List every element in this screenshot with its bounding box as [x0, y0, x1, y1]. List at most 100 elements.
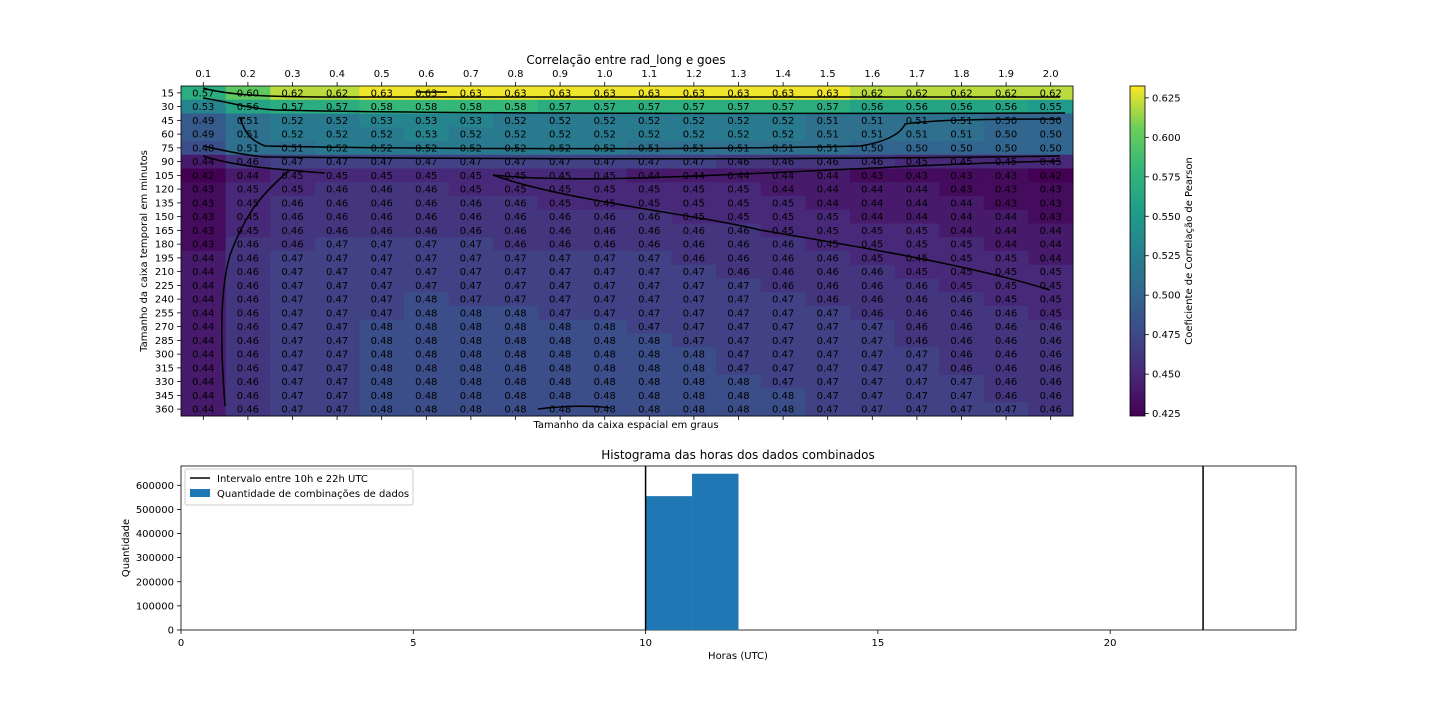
heatmap-cell-label: 0.47	[504, 253, 526, 264]
colorbar-tick-label: 0.525	[1152, 251, 1181, 262]
heatmap-cell-label: 0.45	[1040, 295, 1062, 306]
heatmap-cell-label: 0.47	[460, 281, 482, 292]
heatmap-cell-label: 0.46	[237, 295, 259, 306]
x-tick-label: 1.1	[641, 69, 657, 80]
heatmap-cell-label: 0.46	[995, 350, 1017, 361]
colorbar-label: Coeficiente de Correlação de Pearson	[1184, 157, 1195, 345]
heatmap-cell-label: 0.48	[594, 391, 616, 402]
x-tick-label: 1.2	[686, 69, 702, 80]
heatmap-cell-label: 0.45	[460, 185, 482, 196]
heatmap-cell-label: 0.46	[371, 212, 393, 223]
heatmap-cell-label: 0.47	[683, 336, 705, 347]
hours-histogram: Histograma das horas dos dados combinado…	[121, 448, 1296, 662]
y-tick-label: 15	[161, 88, 174, 99]
heatmap-cell-label: 0.51	[281, 143, 303, 154]
heatmap-cell-label: 0.48	[415, 377, 437, 388]
x-tick-label: 0.5	[374, 69, 390, 80]
heatmap-cell-label: 0.48	[460, 391, 482, 402]
heatmap-cell-label: 0.48	[683, 350, 705, 361]
colorbar-tick-label: 0.500	[1152, 291, 1181, 302]
heatmap-cell-label: 0.44	[950, 212, 972, 223]
heatmap-cell-label: 0.47	[281, 295, 303, 306]
heatmap-cell-label: 0.45	[772, 212, 794, 223]
heatmap-cell-label: 0.50	[950, 143, 972, 154]
heatmap-cell-label: 0.46	[281, 226, 303, 237]
heatmap-cell-label: 0.47	[371, 157, 393, 168]
heatmap-cell-label: 0.46	[995, 336, 1017, 347]
heatmap-cell-label: 0.42	[192, 171, 214, 182]
heatmap-cell-label: 0.56	[861, 102, 883, 113]
y-tick-label: 345	[155, 391, 174, 402]
heatmap-cell-label: 0.46	[906, 308, 928, 319]
heatmap-cell-label: 0.46	[460, 226, 482, 237]
y-tick-label: 285	[155, 336, 174, 347]
heatmap-cell-label: 0.48	[371, 336, 393, 347]
heatmap-cell-label: 0.48	[683, 377, 705, 388]
heatmap-cell-label: 0.46	[415, 226, 437, 237]
heatmap-cell-label: 0.46	[237, 308, 259, 319]
histogram-y-tick-label: 100000	[136, 601, 174, 612]
heatmap-cell-label: 0.44	[192, 405, 214, 416]
heatmap-cell-label: 0.47	[281, 405, 303, 416]
heatmap-cell-label: 0.52	[683, 116, 705, 127]
heatmap-cell-label: 0.45	[727, 185, 749, 196]
heatmap-cell-label: 0.47	[906, 363, 928, 374]
x-tick-label: 1.7	[909, 69, 925, 80]
colorbar-gradient	[1130, 86, 1145, 416]
heatmap-cell-label: 0.52	[504, 130, 526, 141]
heatmap-cell-label: 0.48	[549, 336, 571, 347]
heatmap-cell-label: 0.57	[594, 102, 616, 113]
heatmap-cell-label: 0.47	[594, 253, 616, 264]
heatmap-cell-label: 0.44	[727, 171, 749, 182]
heatmap-cell-label: 0.47	[906, 391, 928, 402]
heatmap-cell-label: 0.48	[594, 336, 616, 347]
heatmap-cell-label: 0.46	[460, 198, 482, 209]
heatmap-cell-label: 0.46	[594, 240, 616, 251]
heatmap-cell-label: 0.47	[281, 391, 303, 402]
colorbar-tick-label: 0.475	[1152, 330, 1181, 341]
heatmap-cell-label: 0.52	[638, 130, 660, 141]
heatmap-cell-label: 0.49	[192, 116, 214, 127]
heatmap-cell-label: 0.46	[861, 281, 883, 292]
heatmap-cell-label: 0.48	[460, 377, 482, 388]
y-tick-label: 105	[155, 171, 174, 182]
heatmap-y-label: Tamanho da caixa temporal em minutos	[139, 150, 150, 353]
heatmap-cell-label: 0.44	[192, 377, 214, 388]
heatmap-cell-label: 0.43	[192, 198, 214, 209]
heatmap-cell-label: 0.46	[861, 267, 883, 278]
heatmap-cell-label: 0.45	[950, 240, 972, 251]
heatmap-cell-label: 0.48	[415, 363, 437, 374]
x-tick-label: 1.6	[864, 69, 880, 80]
colorbar-tick-label: 0.625	[1152, 93, 1181, 104]
heatmap-cell-label: 0.45	[460, 171, 482, 182]
heatmap-cell-label: 0.44	[192, 336, 214, 347]
heatmap-cell-label: 0.47	[817, 308, 839, 319]
x-tick-label: 1.4	[775, 69, 791, 80]
heatmap-cell-label: 0.47	[326, 240, 348, 251]
heatmap-cell-label: 0.48	[594, 350, 616, 361]
heatmap-cell-label: 0.47	[326, 157, 348, 168]
heatmap-cell-label: 0.47	[861, 377, 883, 388]
heatmap-cell-label: 0.47	[326, 377, 348, 388]
heatmap-cell-label: 0.46	[504, 226, 526, 237]
heatmap-cell-label: 0.46	[861, 308, 883, 319]
heatmap-cell-label: 0.47	[504, 281, 526, 292]
heatmap-cell-label: 0.46	[237, 267, 259, 278]
heatmap-cell-label: 0.47	[371, 240, 393, 251]
heatmap-cell-label: 0.46	[727, 240, 749, 251]
heatmap-cell-label: 0.44	[192, 350, 214, 361]
heatmap-cell-label: 0.46	[995, 322, 1017, 333]
heatmap-cell-label: 0.47	[549, 281, 571, 292]
colorbar-ticks: 0.4250.4500.4750.5000.5250.5500.5750.600…	[1145, 93, 1181, 420]
heatmap-cell-label: 0.44	[906, 185, 928, 196]
heatmap-cell-label: 0.43	[950, 171, 972, 182]
heatmap-cell-label: 0.48	[504, 391, 526, 402]
y-tick-label: 165	[155, 226, 174, 237]
heatmap-cell-label: 0.47	[683, 322, 705, 333]
heatmap-cell-label: 0.48	[504, 322, 526, 333]
heatmap-cell-label: 0.45	[683, 198, 705, 209]
heatmap-cell-label: 0.48	[549, 363, 571, 374]
heatmap-cell-label: 0.47	[594, 281, 616, 292]
heatmap-cell-label: 0.48	[594, 322, 616, 333]
